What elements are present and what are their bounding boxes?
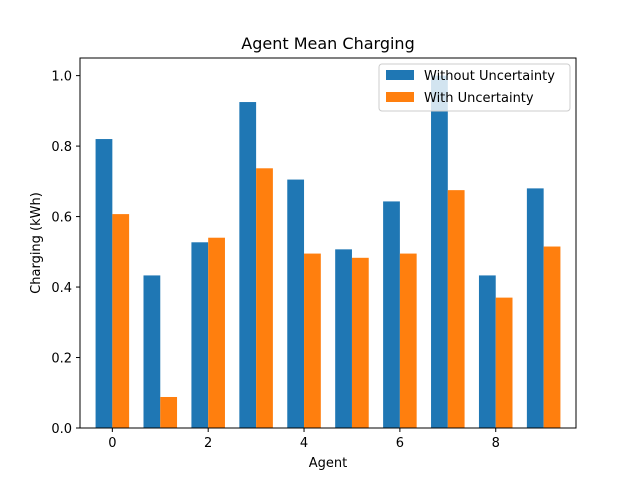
bar-with-uncertainty-8 [495, 297, 513, 428]
legend-label-with-uncertainty: With Uncertainty [424, 91, 534, 106]
legend-swatch-with-uncertainty [386, 92, 414, 102]
legend-box [378, 63, 571, 112]
x-axis-ticks: 0 2 4 6 8 [108, 428, 500, 451]
bar-with-uncertainty-6 [399, 253, 417, 428]
legend-swatch-without-uncertainty [386, 70, 414, 80]
bar-without-uncertainty-6 [383, 201, 400, 428]
bar-with-uncertainty-4 [304, 253, 321, 428]
plot-area-frame [79, 57, 577, 429]
x-tick-label-2: 2 [204, 436, 212, 451]
y-axis-ticks: 0.0 0.2 0.4 0.6 0.8 1.0 [51, 70, 80, 437]
bar-without-uncertainty-4 [287, 179, 305, 428]
bar-without-uncertainty-0 [95, 139, 113, 429]
bar-without-uncertainty-5 [335, 249, 352, 428]
chart-title: Agent Mean Charging [241, 34, 414, 53]
bar-with-uncertainty-1 [160, 396, 178, 428]
bar-with-uncertainty-7 [447, 190, 465, 428]
x-tick-label-4: 4 [300, 436, 308, 451]
legend-label-without-uncertainty: Without Uncertainty [424, 69, 555, 84]
bar-with-uncertainty-3 [256, 168, 273, 429]
bars-group [95, 75, 561, 429]
x-tick-label-6: 6 [396, 436, 404, 451]
y-tick-label-2: 0.4 [51, 281, 72, 296]
bar-with-uncertainty-9 [543, 246, 561, 428]
y-tick-label-3: 0.6 [51, 211, 72, 226]
bar-without-uncertainty-9 [526, 188, 544, 428]
x-tick-label-0: 0 [108, 436, 116, 451]
bar-without-uncertainty-1 [143, 275, 161, 428]
x-axis-label: Agent [309, 456, 347, 471]
bar-without-uncertainty-2 [191, 242, 209, 428]
y-tick-label-4: 0.8 [51, 140, 72, 155]
y-tick-label-0: 0.0 [51, 422, 72, 437]
bar-with-uncertainty-5 [351, 257, 369, 428]
bar-without-uncertainty-8 [478, 275, 496, 428]
bar-with-uncertainty-0 [112, 214, 130, 428]
bar-without-uncertainty-7 [431, 75, 448, 428]
x-tick-label-8: 8 [492, 436, 500, 451]
y-tick-label-5: 1.0 [51, 70, 72, 85]
legend: Without Uncertainty With Uncertainty [378, 63, 571, 112]
y-tick-label-1: 0.2 [51, 352, 72, 367]
bar-with-uncertainty-2 [208, 237, 225, 428]
bar-without-uncertainty-3 [239, 102, 257, 429]
y-axis-label: Charging (kWh) [29, 192, 44, 294]
